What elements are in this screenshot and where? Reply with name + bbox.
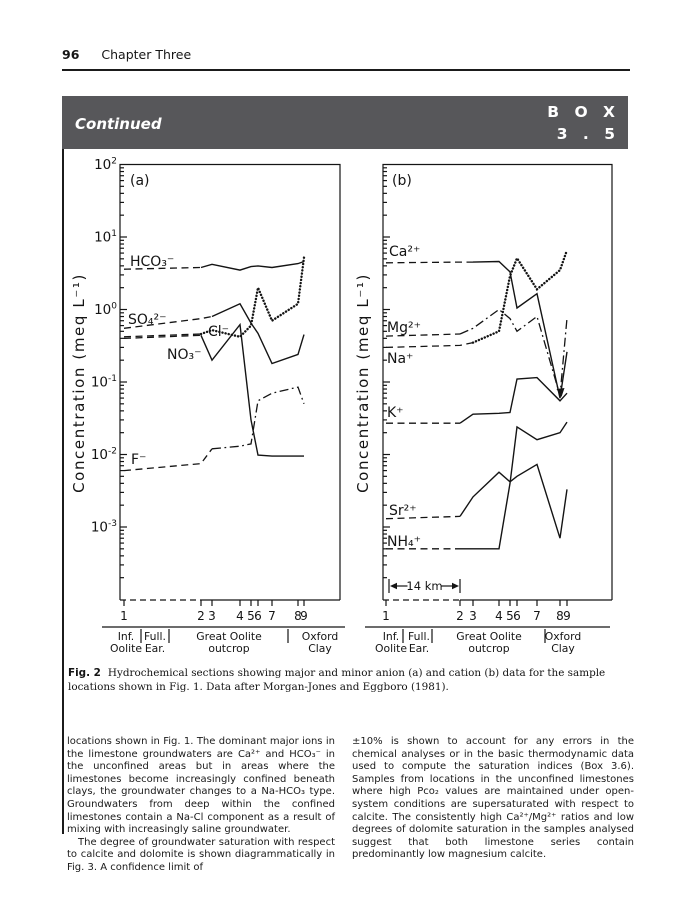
y-tick-label: 100 (94, 302, 117, 319)
x-tick-label: 3 (208, 609, 216, 623)
section-label: Oolite (110, 642, 142, 655)
series-label: F⁻ (131, 452, 146, 468)
chart-panel-b: 1 2 3 4 5 6 7 8 9 Concentration (meq L⁻¹) (b) Ca²⁺ M… (354, 163, 613, 655)
section-label: Inf. (383, 630, 399, 643)
x-tick-label: 1 (120, 609, 128, 623)
banner-box-word: B O X (547, 103, 620, 121)
body-paragraph-3: ±10% is shown to account for any errors … (352, 736, 634, 861)
x-tick-label: 3 (469, 609, 477, 623)
section-label: outcrop (468, 642, 509, 655)
x-tick-label: 8 (556, 609, 564, 623)
series-label: SO₄²⁻ (128, 312, 167, 328)
box-banner: Continued B O X 3 . 5 (62, 96, 628, 149)
series-label: HCO₃⁻ (130, 254, 174, 270)
section-label: Oolite (375, 642, 407, 655)
section-label: Ear. (145, 642, 165, 655)
section-label: Ear. (409, 642, 429, 655)
box-left-rule (62, 149, 64, 834)
x-tick-label: 9 (300, 609, 308, 623)
y-tick-label: 10-1 (91, 374, 117, 391)
section-label: Oxford (545, 630, 581, 643)
series-a-3: NO₃⁻ (123, 322, 304, 457)
y-tick-label: 10-3 (91, 519, 117, 536)
section-label: Clay (551, 642, 575, 655)
series-b-1: Mg²⁺ (385, 308, 568, 396)
series-b-3: K⁺ (386, 376, 568, 424)
series-a-1: SO₄²⁻ (123, 302, 305, 365)
x-tick-label: 4 (495, 609, 503, 623)
body-column-left: locations shown in Fig. 1. The dominant … (67, 736, 335, 875)
series-label: K⁺ (387, 405, 404, 421)
section-label: Oxford (302, 630, 338, 643)
page-number: 96 (62, 47, 80, 62)
x-tick-label: 1 (382, 609, 390, 623)
series-a-2: Cl⁻ (123, 256, 306, 340)
series-label: Ca²⁺ (389, 244, 420, 260)
banner-box-label: B O X 3 . 5 (547, 101, 620, 145)
y-tick-label: 101 (94, 229, 117, 246)
banner-box-number: 3 . 5 (556, 125, 620, 143)
panel-label: (a) (130, 173, 150, 189)
body-paragraph-2: The degree of groundwater saturation wit… (67, 836, 335, 873)
y-tick-label: 102 (94, 157, 117, 174)
series-a-0: HCO₃⁻ (123, 254, 305, 271)
series-label: Mg²⁺ (387, 320, 421, 336)
section-label: Clay (308, 642, 332, 655)
x-tick-label: 2 (197, 609, 205, 623)
chart-panel-a: 102 101 100 10-1 10-2 10-3 1 2 3 4 5 6 7 89 Concentrat… (70, 157, 345, 655)
series-label: Cl⁻ (208, 324, 229, 340)
series-label: NH₄⁺ (387, 534, 421, 550)
section-label: Full. (408, 630, 430, 643)
section-label: Inf. (118, 630, 134, 643)
plot-box (119, 163, 341, 600)
x-tick-label: 6 (513, 609, 521, 623)
series-a-4: F⁻ (123, 386, 305, 472)
figure-caption-text: Hydrochemical sections showing major and… (68, 667, 606, 693)
x-tick-label: 9 (563, 609, 571, 623)
x-tick-label: 2 (456, 609, 464, 623)
banner-continued-label: Continued (75, 115, 162, 133)
x-tick-label: 4 (236, 609, 244, 623)
y-axis-title: Concentration (meq L⁻¹) (354, 273, 372, 493)
series-b-2: Na⁺ (385, 248, 569, 367)
panel-label: (b) (392, 173, 412, 189)
page-header: 96 Chapter Three (62, 47, 630, 62)
series-label: Sr²⁺ (389, 503, 417, 519)
body-columns: locations shown in Fig. 1. The dominant … (67, 736, 634, 875)
x-tick-label: 6 (254, 609, 262, 623)
series-label: Na⁺ (387, 351, 413, 367)
figure-caption: Fig. 2 Hydrochemical sections showing maj… (68, 667, 624, 695)
x-tick-label: 7 (268, 609, 276, 623)
scale-bar-label: 14 km (406, 579, 442, 593)
x-tick-label: 8 (294, 609, 302, 623)
series-b-4: Sr²⁺ (385, 463, 568, 539)
body-paragraph-1: locations shown in Fig. 1. The dominant … (67, 736, 335, 836)
series-b-5: NH₄⁺ (386, 421, 568, 550)
header-rule (62, 69, 630, 71)
y-axis-title: Concentration (meq L⁻¹) (70, 273, 88, 493)
section-label: Full. (144, 630, 166, 643)
x-tick-label: 5 (247, 609, 255, 623)
y-tick-label: 10-2 (91, 447, 117, 464)
chapter-title: Chapter Three (101, 47, 192, 62)
figure-caption-tag: Fig. 2 (68, 667, 101, 679)
section-label: outcrop (208, 642, 249, 655)
x-tick-label: 7 (533, 609, 541, 623)
x-tick-label: 5 (506, 609, 514, 623)
series-b-0: Ca²⁺ (385, 244, 568, 399)
convergence-arrowhead (556, 388, 565, 397)
body-column-right: ±10% is shown to account for any errors … (352, 736, 634, 875)
section-label: Great Oolite (456, 630, 522, 643)
section-label: Great Oolite (196, 630, 262, 643)
series-label: NO₃⁻ (167, 347, 202, 363)
